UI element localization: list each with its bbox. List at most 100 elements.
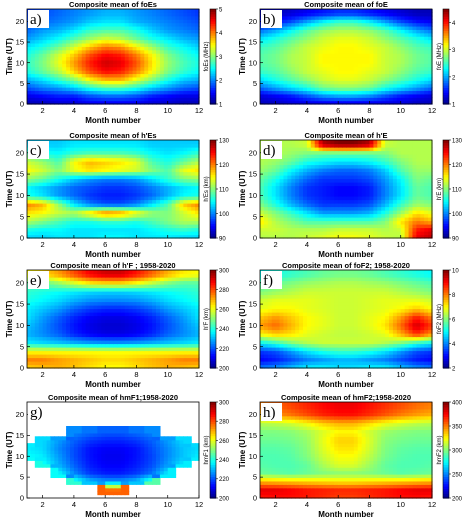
heatmap-cell: [295, 161, 300, 166]
heatmap-cell: [128, 203, 134, 208]
heatmap-cell: [416, 22, 421, 27]
colorbar-tick-label: 4: [219, 31, 223, 37]
heatmap-cell: [291, 66, 296, 71]
heatmap-cell: [287, 185, 292, 190]
heatmap-cell: [58, 97, 63, 102]
heatmap-cell: [148, 39, 153, 44]
heatmap-cell: [70, 39, 75, 44]
heatmap-cell: [183, 76, 188, 81]
heatmap-cell: [54, 231, 59, 236]
heatmap-cell: [424, 234, 429, 239]
heatmap-cell: [404, 22, 410, 27]
colorbar-swatch: [210, 20, 216, 24]
heatmap-cell: [416, 66, 421, 71]
heatmap-cell: [77, 196, 83, 201]
heatmap-cell: [159, 53, 165, 58]
heatmap-cell: [334, 185, 339, 190]
heatmap-cell: [132, 59, 138, 64]
colorbar-swatch: [210, 235, 216, 239]
heatmap-cell: [318, 189, 324, 194]
heatmap-cell: [89, 147, 95, 152]
heatmap-cell: [338, 49, 343, 54]
heatmap-cell: [159, 87, 165, 92]
colorbar-swatch: [443, 63, 449, 67]
heatmap-cell: [93, 25, 98, 30]
heatmap-cell: [30, 217, 36, 222]
colorbar-swatch: [210, 198, 216, 202]
heatmap-cell: [179, 80, 184, 85]
heatmap-cell: [54, 36, 59, 41]
heatmap-cell: [140, 182, 145, 187]
heatmap-cell: [349, 97, 355, 102]
heatmap-cell: [392, 175, 398, 180]
heatmap-cell: [396, 39, 402, 44]
heatmap-cell: [124, 175, 130, 180]
heatmap-cell: [175, 168, 181, 173]
heatmap-cell: [144, 15, 149, 20]
heatmap-cell: [420, 213, 425, 218]
heatmap-cell: [116, 171, 122, 176]
heatmap-cell: [267, 168, 273, 173]
heatmap-cell: [353, 199, 359, 204]
heatmap-cell: [179, 9, 184, 13]
heatmap-cell: [70, 168, 75, 173]
heatmap-cell: [416, 178, 421, 183]
heatmap-cell: [156, 175, 161, 180]
heatmap-cell: [167, 192, 173, 197]
heatmap-cell: [306, 213, 312, 218]
heatmap-cell: [334, 210, 339, 215]
heatmap-cell: [105, 185, 110, 190]
heatmap-cell: [97, 140, 102, 145]
heatmap-cell: [369, 56, 374, 61]
heatmap-cell: [148, 36, 153, 41]
heatmap-cell: [191, 213, 196, 218]
heatmap-cell: [171, 175, 177, 180]
heatmap-cell: [163, 217, 169, 222]
heatmap-cell: [338, 19, 343, 24]
heatmap-cell: [101, 12, 106, 17]
heatmap-cell: [310, 90, 316, 95]
heatmap-cell: [412, 12, 417, 17]
heatmap-cell: [279, 199, 285, 204]
heatmap-cell: [267, 90, 273, 95]
heatmap-cell: [81, 189, 87, 194]
heatmap-cell: [385, 32, 390, 37]
heatmap-cell: [396, 63, 402, 68]
heatmap-cell: [148, 80, 153, 85]
heatmap-cell: [412, 32, 417, 37]
heatmap-cell: [428, 87, 433, 92]
heatmap-cell: [116, 19, 122, 24]
heatmap-cell: [101, 234, 106, 239]
heatmap-cell: [62, 154, 67, 159]
heatmap-cell: [318, 15, 324, 20]
heatmap-cell: [310, 83, 316, 88]
heatmap-cell: [310, 97, 316, 102]
heatmap-cell: [144, 150, 149, 155]
heatmap-cell: [275, 185, 281, 190]
heatmap-cell: [116, 196, 122, 201]
heatmap-cell: [260, 66, 265, 71]
heatmap-cell: [396, 90, 402, 95]
heatmap-cell: [271, 161, 277, 166]
heatmap-cell: [195, 175, 200, 180]
heatmap-cell: [291, 199, 296, 204]
heatmap-cell: [361, 83, 367, 88]
heatmap-cell: [120, 53, 126, 58]
heatmap-cell: [156, 140, 161, 145]
heatmap-cell: [271, 168, 277, 173]
heatmap-cell: [159, 90, 165, 95]
heatmap-cell: [46, 192, 52, 197]
heatmap-cell: [54, 76, 59, 81]
heatmap-cell: [183, 73, 188, 78]
heatmap-cell: [73, 46, 79, 51]
heatmap-cell: [85, 231, 91, 236]
heatmap-cell: [128, 49, 134, 54]
heatmap-cell: [136, 29, 141, 34]
heatmap-cell: [303, 12, 308, 17]
heatmap-cell: [62, 189, 67, 194]
heatmap-cell: [310, 36, 316, 41]
colorbar-swatch: [210, 208, 216, 212]
heatmap-cell: [187, 220, 192, 225]
heatmap-cell: [346, 19, 351, 24]
heatmap-cell: [412, 29, 417, 34]
